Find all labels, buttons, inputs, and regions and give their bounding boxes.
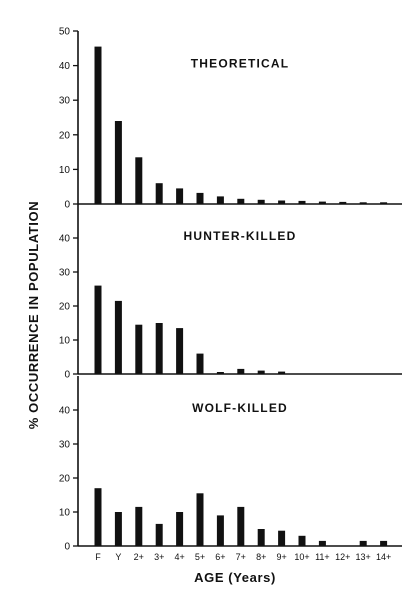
bar-5+: [196, 493, 204, 546]
x-tick-label: 7+: [236, 552, 246, 562]
x-tick-label: F: [95, 552, 101, 562]
x-tick-label: 3+: [154, 552, 164, 562]
bar-Y: [114, 512, 122, 546]
x-tick-label: 5+: [195, 552, 205, 562]
bar-2+: [135, 324, 143, 374]
y-tick-label: 50: [59, 27, 71, 38]
bar-13+: [359, 540, 367, 546]
panel-title: WOLF-KILLED: [192, 401, 288, 415]
bar-13+: [359, 202, 367, 204]
panel-title: THEORETICAL: [191, 57, 290, 71]
x-axis-tick-labels: F Y 2+ 3+ 4+ 5+ 6+ 7+ 8+ 9+ 10+ 11+ 12+ 13+ 14+: [95, 552, 391, 562]
bar-3+: [155, 523, 163, 546]
x-axis-label: AGE (Years): [194, 570, 276, 585]
bar-10+: [298, 535, 306, 546]
bar-6+: [216, 515, 224, 546]
bar-5+: [196, 192, 204, 204]
x-tick-label: 8+: [256, 552, 266, 562]
y-tick-label: 10: [59, 508, 71, 519]
bar-10+: [298, 200, 306, 204]
bar-Y: [114, 121, 122, 204]
bar-9+: [278, 200, 286, 204]
bar-14+: [380, 540, 388, 546]
y-tick-label: 40: [59, 406, 71, 417]
bar-8+: [257, 370, 265, 374]
bar-3+: [155, 183, 163, 204]
y-tick-label: 30: [59, 440, 71, 451]
bar-6+: [216, 196, 224, 204]
bar-11+: [318, 201, 326, 204]
y-tick-label: 10: [59, 336, 71, 347]
bar-4+: [176, 328, 184, 374]
y-tick-label: 0: [64, 542, 70, 553]
y-tick-label: 20: [59, 302, 71, 313]
bar-14+: [380, 202, 388, 204]
x-tick-label: 10+: [294, 552, 309, 562]
x-tick-label: Y: [115, 552, 121, 562]
bar-4+: [176, 188, 184, 204]
y-tick-label: 10: [59, 165, 71, 176]
x-tick-label: 12+: [335, 552, 350, 562]
bar-F: [94, 46, 102, 204]
bar-3+: [155, 323, 163, 374]
bar-5+: [196, 353, 204, 374]
x-tick-label: 14+: [376, 552, 391, 562]
panel-3: 0 10 20 30 40 WOLF-KILLED: [59, 376, 402, 553]
chart-panels: 0 10 20 30 40 50 THEORETICAL 0 10 20 30 40 HUNTER-KI…: [59, 27, 402, 553]
bar-11+: [318, 540, 326, 546]
x-tick-label: 4+: [174, 552, 184, 562]
y-tick-label: 0: [64, 200, 70, 211]
bar-2+: [135, 506, 143, 546]
y-tick-label: 30: [59, 96, 71, 107]
panel-1: 0 10 20 30 40 50 THEORETICAL: [59, 27, 402, 211]
panel-title: HUNTER-KILLED: [184, 229, 297, 243]
bar-Y: [114, 300, 122, 374]
bar-F: [94, 488, 102, 546]
y-tick-label: 40: [59, 234, 71, 245]
x-tick-label: 11+: [315, 552, 330, 562]
x-tick-label: 6+: [215, 552, 225, 562]
bar-4+: [176, 512, 184, 546]
bar-F: [94, 285, 102, 374]
y-axis-label: % OCCURRENCE IN POPULATION: [26, 201, 41, 429]
x-tick-label: 2+: [134, 552, 144, 562]
y-tick-label: 20: [59, 474, 71, 485]
y-tick-label: 30: [59, 268, 71, 279]
bar-6+: [216, 372, 224, 374]
x-tick-label: 13+: [356, 552, 371, 562]
bar-7+: [237, 368, 245, 374]
y-tick-label: 0: [64, 370, 70, 381]
bar-8+: [257, 199, 265, 204]
bar-7+: [237, 198, 245, 204]
bar-2+: [135, 157, 143, 204]
bar-9+: [278, 530, 286, 546]
bar-8+: [257, 529, 265, 546]
y-tick-label: 20: [59, 130, 71, 141]
bar-12+: [339, 201, 347, 204]
y-tick-label: 40: [59, 61, 71, 72]
bar-9+: [278, 371, 286, 374]
bar-7+: [237, 506, 245, 546]
panel-2: 0 10 20 30 40 HUNTER-KILLED: [59, 204, 402, 381]
x-tick-label: 9+: [276, 552, 286, 562]
